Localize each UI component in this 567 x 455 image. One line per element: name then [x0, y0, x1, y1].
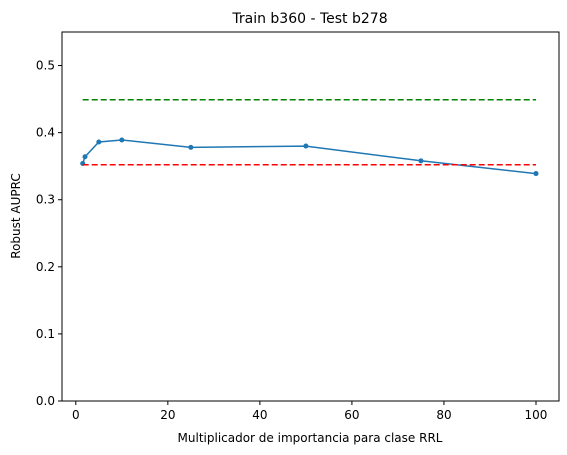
y-tick-label: 0.0 [36, 394, 55, 408]
chart-title: Train b360 - Test b278 [231, 11, 387, 27]
data-point [303, 144, 308, 149]
x-tick-label: 80 [436, 408, 451, 422]
axes-frame [62, 32, 559, 401]
x-tick-label: 0 [72, 408, 80, 422]
x-axis-label: Multiplicador de importancia para clase … [178, 431, 443, 445]
data-point [96, 140, 101, 145]
y-axis: 0.0 0.1 0.2 0.3 0.4 0.5 [36, 59, 62, 408]
data-point [533, 171, 538, 176]
x-axis: 0 20 40 60 80 100 [72, 401, 547, 422]
x-tick-label: 20 [160, 408, 175, 422]
x-tick-label: 60 [344, 408, 359, 422]
y-tick-label: 0.1 [36, 327, 55, 341]
data-point [418, 158, 423, 163]
y-axis-label: Robust AUPRC [9, 173, 23, 258]
y-tick-label: 0.3 [36, 193, 55, 207]
y-tick-label: 0.5 [36, 59, 55, 73]
y-tick-label: 0.2 [36, 260, 55, 274]
plot-area [80, 100, 538, 176]
x-tick-label: 100 [525, 408, 548, 422]
data-point [119, 138, 124, 143]
y-tick-label: 0.4 [36, 126, 55, 140]
auprc-series-line [83, 140, 536, 174]
data-point [83, 154, 88, 159]
data-point [188, 145, 193, 150]
x-tick-label: 40 [252, 408, 267, 422]
